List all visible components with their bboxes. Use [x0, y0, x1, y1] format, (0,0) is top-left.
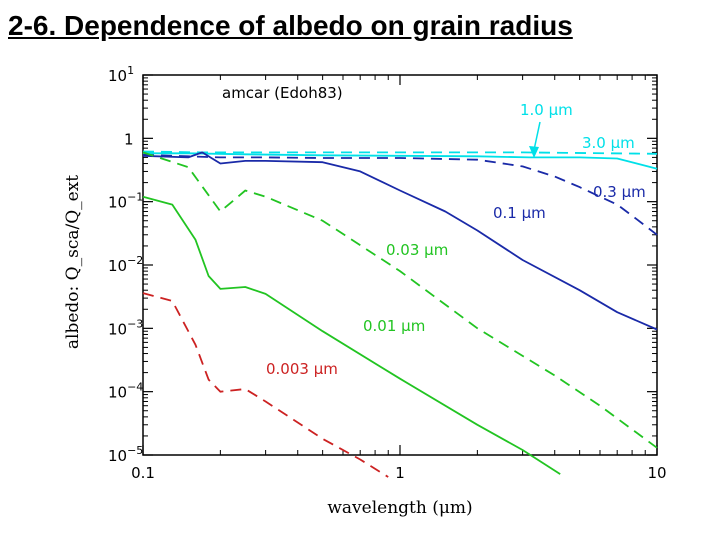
x-tick-label: 10: [647, 464, 666, 482]
y-tick-label: 1: [124, 130, 134, 148]
y-tick-label: 10−1: [108, 191, 143, 212]
y-tick-label: 10−4: [108, 381, 143, 402]
x-tick-label: 1: [395, 464, 405, 482]
x-tick-label: 0.1: [131, 464, 155, 482]
series-line: [142, 153, 658, 236]
series-annotation: 0.1 μm: [493, 204, 546, 222]
slide-title: 2-6. Dependence of albedo on grain radiu…: [8, 10, 573, 41]
major-ticks: [142, 74, 658, 456]
x-tick-labels: 0.1 1 10: [131, 464, 666, 482]
y-tick-label: 10−5: [108, 444, 143, 465]
series-line: [142, 292, 389, 478]
series-annotation: 1.0 μm: [520, 101, 573, 119]
y-tick-label: 10−2: [108, 254, 143, 275]
chart-title: amcar (Edoh83): [222, 84, 343, 102]
minor-ticks: [143, 75, 657, 455]
series-annotation: 0.01 μm: [363, 317, 425, 335]
y-tick-label: 10−3: [108, 317, 143, 338]
x-axis-label: wavelength (μm): [327, 498, 472, 518]
plot-frame: [142, 74, 658, 456]
annotation-arrow: [533, 121, 541, 151]
y-tick-label: 101: [108, 64, 134, 85]
series-annotation: 0.003 μm: [266, 360, 338, 378]
series-annotations: 1.0 μm 3.0 μm 0.3 μm 0.1 μm 0.03 μm 0.01 μm 0.…: [266, 101, 646, 378]
series-line: [142, 195, 561, 475]
series-lines: [142, 150, 658, 478]
y-axis-label: albedo: Q_sca/Q_ext: [63, 175, 83, 349]
series-line: [143, 152, 658, 170]
series-annotation: 0.3 μm: [593, 183, 646, 201]
y-tick-labels: 101 1 10−1 10−2 10−3 10−4 10−5: [108, 64, 143, 465]
annotation-arrow-head: [529, 146, 539, 158]
series-line: [142, 150, 658, 155]
series-line: [142, 151, 658, 331]
series-annotation: 3.0 μm: [582, 134, 635, 152]
series-annotation: 0.03 μm: [386, 241, 448, 259]
y-axis-label-group: albedo: Q_sca/Q_ext: [63, 175, 83, 349]
series-line: [142, 151, 658, 449]
